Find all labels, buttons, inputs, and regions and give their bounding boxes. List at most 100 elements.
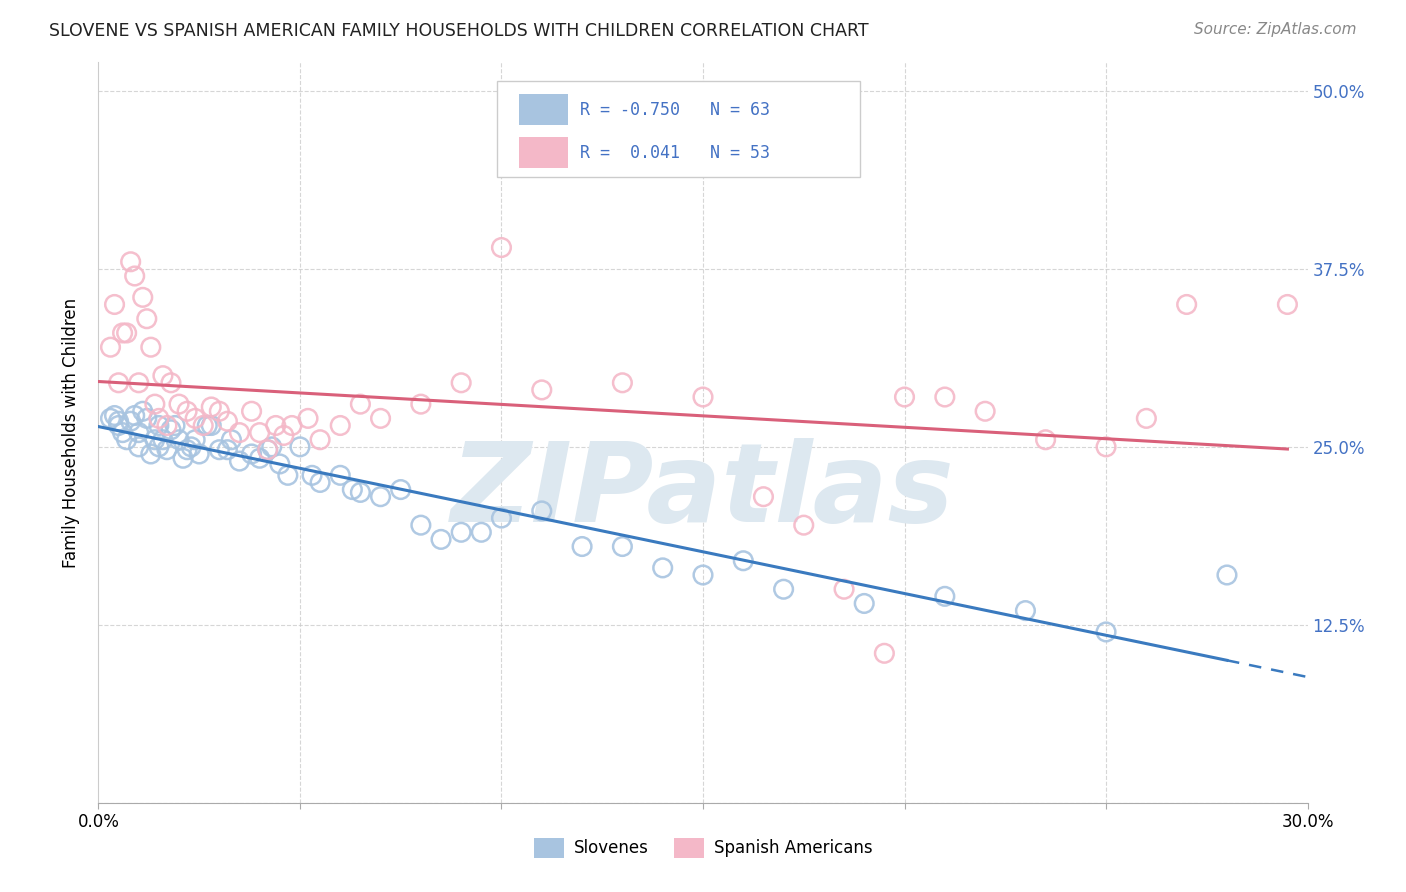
Point: [692, 390, 714, 404]
Point: [124, 268, 146, 283]
Text: SLOVENE VS SPANISH AMERICAN FAMILY HOUSEHOLDS WITH CHILDREN CORRELATION CHART: SLOVENE VS SPANISH AMERICAN FAMILY HOUSE…: [49, 22, 869, 40]
Point: [733, 554, 755, 568]
Point: [342, 483, 364, 497]
Point: [156, 442, 179, 457]
Point: [692, 568, 714, 582]
Point: [208, 442, 231, 457]
Point: [228, 425, 250, 440]
Point: [184, 433, 207, 447]
Text: Source: ZipAtlas.com: Source: ZipAtlas.com: [1194, 22, 1357, 37]
Point: [167, 397, 190, 411]
Point: [974, 404, 997, 418]
Point: [148, 411, 170, 425]
Point: [349, 397, 371, 411]
Point: [370, 490, 392, 504]
Point: [309, 475, 332, 490]
Point: [1035, 433, 1057, 447]
Point: [103, 409, 125, 423]
Point: [208, 404, 231, 418]
Point: [309, 433, 332, 447]
Point: [281, 418, 304, 433]
Point: [195, 418, 218, 433]
Point: [273, 428, 295, 442]
Point: [389, 483, 412, 497]
Point: [107, 418, 129, 433]
Point: [152, 368, 174, 383]
Point: [139, 447, 162, 461]
Point: [160, 376, 183, 390]
Point: [772, 582, 794, 597]
Point: [430, 533, 453, 547]
Point: [470, 525, 492, 540]
Point: [152, 433, 174, 447]
Point: [143, 397, 166, 411]
Bar: [519, 137, 568, 169]
Point: [148, 418, 170, 433]
Point: [329, 468, 352, 483]
Point: [260, 440, 283, 454]
Point: [135, 411, 157, 425]
Point: [873, 646, 896, 660]
Point: [1175, 297, 1198, 311]
Point: [934, 590, 956, 604]
Point: [256, 442, 278, 457]
Point: [221, 433, 243, 447]
Point: [853, 597, 876, 611]
Point: [120, 254, 142, 268]
Point: [450, 525, 472, 540]
Point: [240, 404, 263, 418]
Point: [128, 425, 150, 440]
Point: [107, 376, 129, 390]
Point: [1277, 297, 1299, 311]
Point: [139, 340, 162, 354]
Point: [249, 425, 271, 440]
Point: [217, 414, 239, 428]
Point: [370, 411, 392, 425]
Point: [301, 468, 323, 483]
Point: [450, 376, 472, 390]
Point: [256, 442, 278, 457]
Point: [176, 404, 198, 418]
Point: [128, 376, 150, 390]
Point: [409, 518, 432, 533]
Legend: Slovenes, Spanish Americans: Slovenes, Spanish Americans: [527, 831, 879, 865]
Point: [217, 442, 239, 457]
Point: [1135, 411, 1157, 425]
Point: [180, 440, 202, 454]
Bar: [519, 95, 568, 126]
Point: [240, 447, 263, 461]
Point: [1095, 440, 1118, 454]
Point: [107, 414, 129, 428]
Point: [1216, 568, 1239, 582]
Point: [297, 411, 319, 425]
Point: [176, 442, 198, 457]
Point: [188, 447, 211, 461]
Point: [269, 457, 291, 471]
Text: ZIPatlas: ZIPatlas: [451, 438, 955, 545]
Point: [103, 297, 125, 311]
Point: [1014, 604, 1036, 618]
Point: [288, 440, 311, 454]
Point: [100, 411, 122, 425]
Point: [160, 423, 183, 437]
Point: [329, 418, 352, 433]
Point: [156, 418, 179, 433]
Point: [1095, 624, 1118, 639]
Point: [111, 425, 134, 440]
Point: [163, 418, 186, 433]
Point: [752, 490, 775, 504]
Point: [349, 485, 371, 500]
Point: [264, 418, 287, 433]
Point: [530, 504, 553, 518]
Point: [934, 390, 956, 404]
Point: [612, 376, 634, 390]
Point: [132, 290, 155, 304]
Point: [167, 433, 190, 447]
Point: [530, 383, 553, 397]
Point: [115, 326, 138, 340]
Point: [172, 451, 194, 466]
Point: [491, 240, 513, 255]
Point: [228, 454, 250, 468]
Point: [128, 440, 150, 454]
Point: [200, 400, 222, 414]
